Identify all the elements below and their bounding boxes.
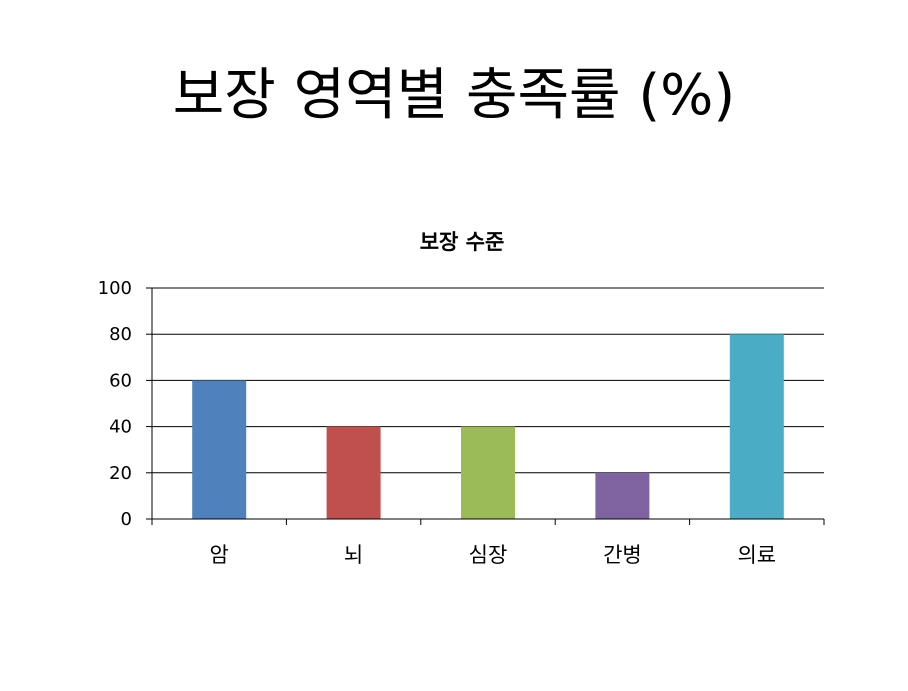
bars-group xyxy=(192,334,784,519)
axes xyxy=(146,287,825,525)
y-tick-label: 40 xyxy=(109,417,132,438)
x-tick-labels: 암 뇌 심장 간병 의료 xyxy=(210,543,777,567)
bar xyxy=(461,426,515,519)
x-tick-label: 뇌 xyxy=(344,543,363,567)
chart-title: 보장 수준 xyxy=(420,230,505,254)
y-tick-label: 0 xyxy=(121,509,132,530)
x-tick-label: 암 xyxy=(210,543,229,567)
bar xyxy=(192,380,247,519)
y-tick-label: 20 xyxy=(109,463,132,484)
bar xyxy=(326,426,381,519)
slide-title: 보장 영역별 충족률 (%) xyxy=(172,63,736,128)
y-tick-labels: 0 20 40 60 80 100 xyxy=(98,278,132,530)
y-tick-label: 100 xyxy=(98,278,132,299)
y-tick-label: 80 xyxy=(109,324,132,345)
bar xyxy=(595,472,650,519)
x-tick-label: 의료 xyxy=(737,543,776,567)
x-tick-label: 간병 xyxy=(603,543,642,567)
x-tick-label: 심장 xyxy=(469,543,508,567)
y-tick-label: 60 xyxy=(109,370,132,391)
bar xyxy=(729,334,784,519)
